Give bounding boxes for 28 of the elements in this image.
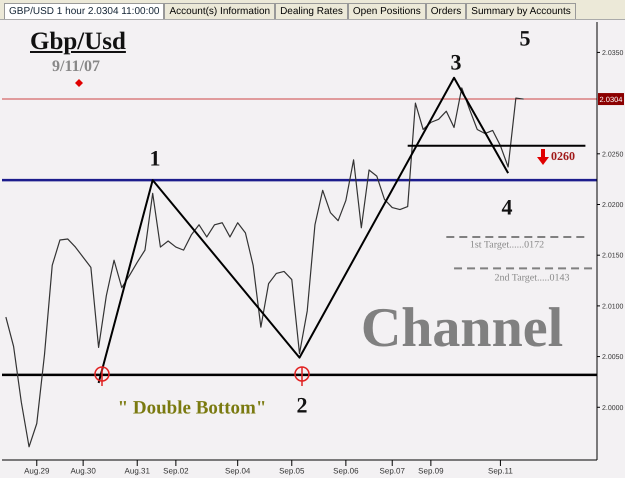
text: Summary by Accounts: [466, 3, 576, 19]
text: Open Positions: [348, 3, 426, 19]
x-tick-label: Sep.07: [380, 466, 406, 476]
x-tick-label: Aug.29: [24, 466, 50, 476]
x-tick-label: Sep.02: [163, 466, 190, 476]
x-tick-label: Aug.30: [70, 466, 96, 476]
text: GBP/USD 1 hour 2.0304 11:00:00: [4, 3, 164, 19]
x-tick-label: Sep.09: [418, 466, 444, 476]
text: Dealing Rates: [275, 3, 348, 19]
chart-title: Gbp/Usd: [30, 28, 126, 56]
x-tick-label: Sep.11: [488, 466, 514, 476]
x-tick-label: Aug.31: [124, 466, 150, 476]
x-tick-label: Sep.04: [225, 466, 251, 476]
annotation: 2: [296, 392, 308, 418]
text: Orders: [426, 3, 466, 19]
x-tick-label: Sep.05: [279, 466, 305, 476]
x-tick-label: Sep.06: [333, 466, 360, 476]
annotation: 1: [150, 146, 160, 170]
annotation: Channel: [360, 297, 564, 359]
annotation: 4: [502, 194, 512, 220]
annotation: 0260: [551, 149, 575, 163]
text: 9/11/07: [52, 58, 100, 76]
annotation: 1st Target......0172: [470, 240, 544, 250]
annotation: " Double Bottom": [118, 398, 266, 418]
annotation: 3: [450, 50, 462, 74]
annotation: 2nd Target.....0143: [494, 272, 570, 284]
annotation: 5: [520, 26, 530, 50]
text: Account(s) Information: [164, 3, 276, 19]
